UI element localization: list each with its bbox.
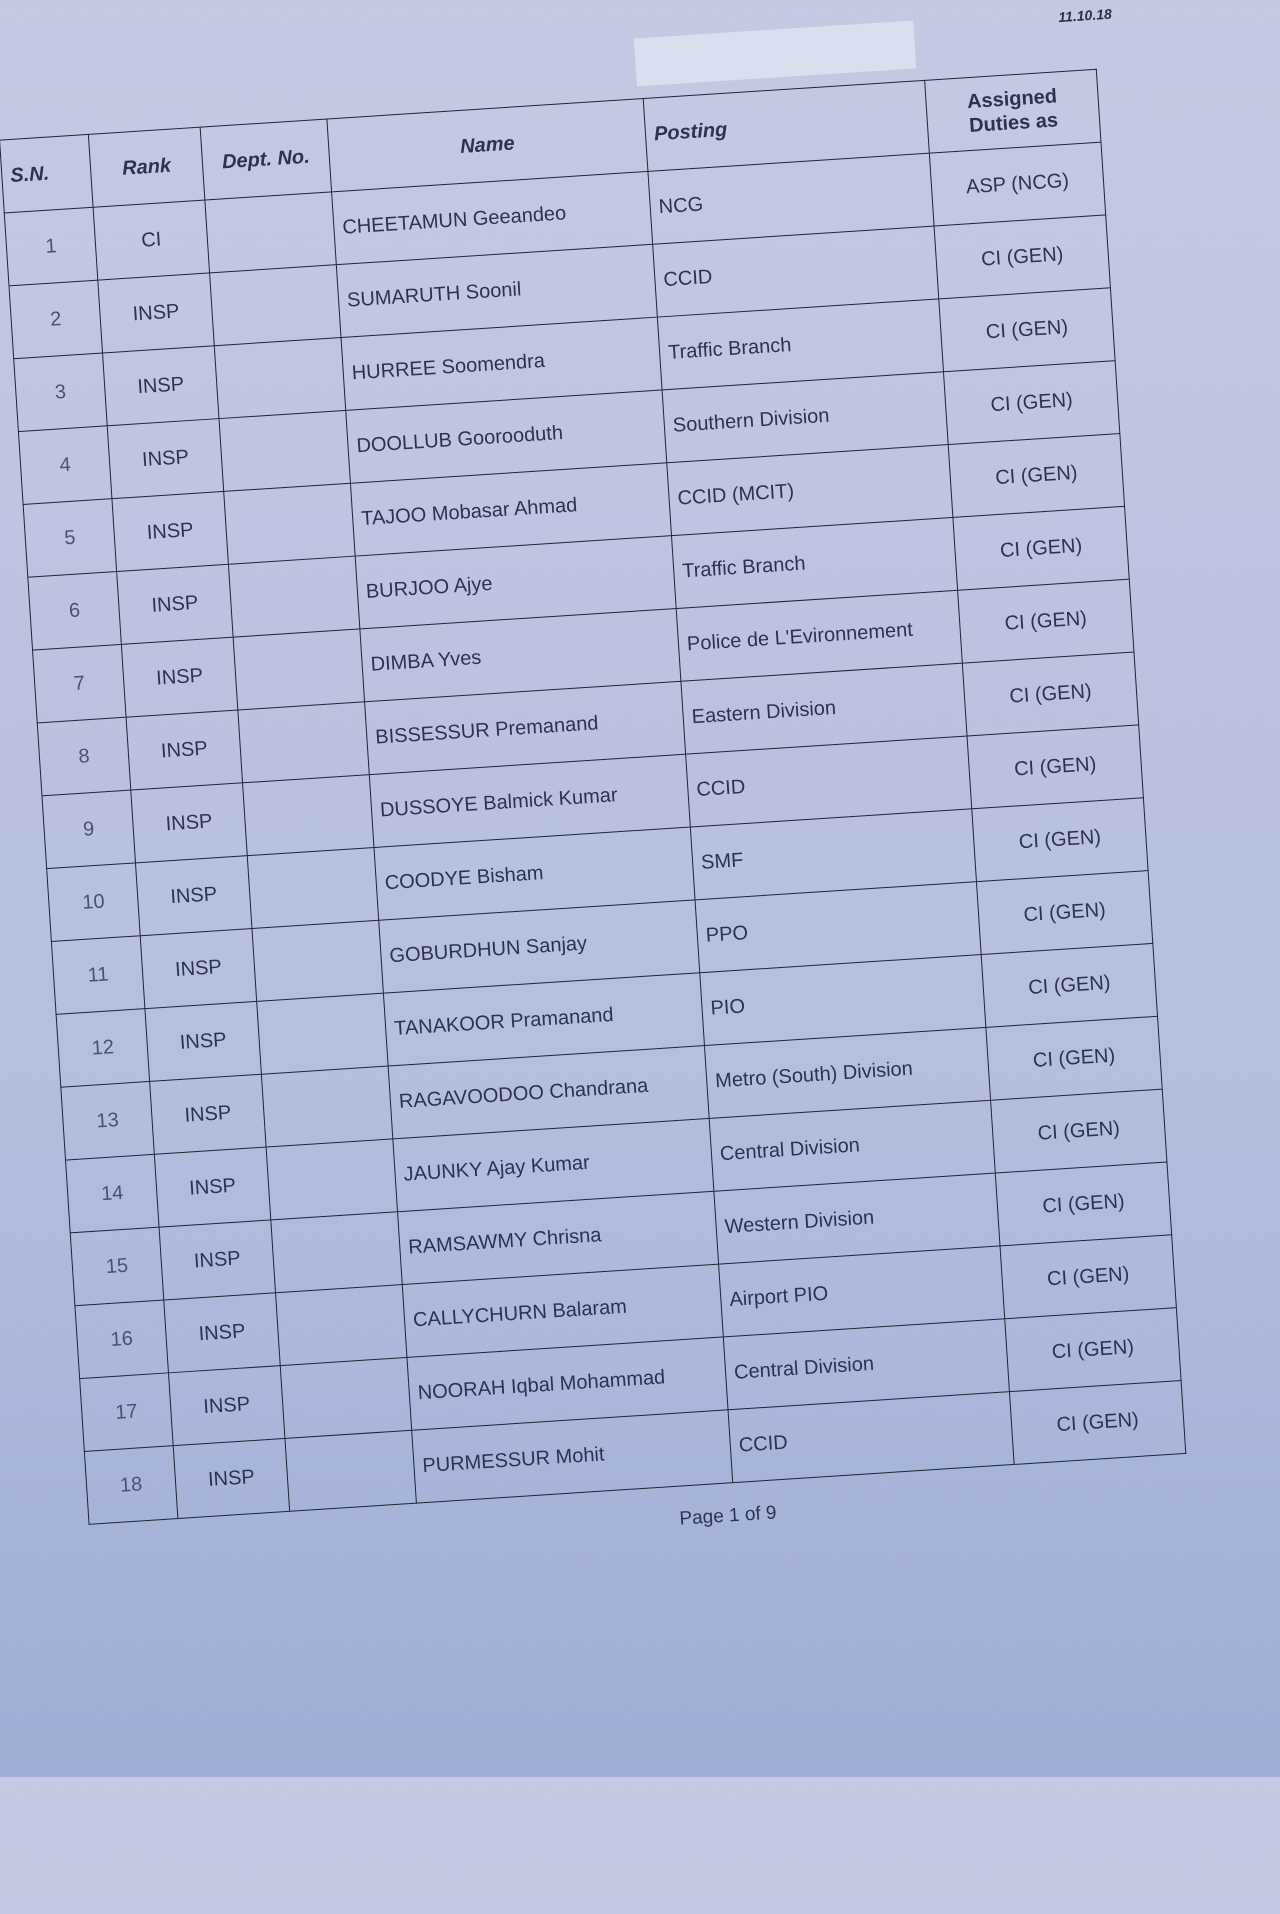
cell-duty: CI (GEN) bbox=[976, 870, 1153, 955]
cell-dept bbox=[218, 410, 351, 492]
cell-dept bbox=[228, 556, 360, 638]
cell-dept bbox=[204, 191, 337, 273]
cell-rank: INSP bbox=[130, 782, 248, 863]
cell-sn: 18 bbox=[84, 1445, 178, 1525]
cell-dept bbox=[266, 1138, 398, 1220]
cell-duty: CI (GEN) bbox=[943, 360, 1120, 445]
cell-rank: INSP bbox=[107, 418, 224, 499]
cell-dept bbox=[251, 920, 384, 1002]
cell-dept bbox=[275, 1284, 407, 1366]
cell-duty: CI (GEN) bbox=[934, 214, 1111, 299]
header-dept-no: Dept. No. bbox=[200, 119, 332, 201]
cell-dept bbox=[261, 1066, 393, 1148]
cell-sn: 13 bbox=[60, 1081, 155, 1161]
cell-sn: 16 bbox=[74, 1299, 169, 1379]
cell-sn: 5 bbox=[23, 498, 117, 578]
cell-duty: CI (GEN) bbox=[957, 579, 1134, 664]
document-page: 11.10.18 S.N. Rank Dept. No. Name Postin… bbox=[0, 6, 1280, 1914]
cell-duty: CI (GEN) bbox=[1004, 1307, 1182, 1392]
cell-duty: CI (GEN) bbox=[981, 943, 1158, 1028]
header-rank: Rank bbox=[88, 127, 205, 208]
cell-rank: INSP bbox=[149, 1074, 267, 1155]
cell-rank: INSP bbox=[144, 1001, 262, 1082]
cell-dept bbox=[237, 701, 370, 783]
cell-rank: INSP bbox=[97, 272, 215, 353]
cell-duty: ASP (NCG) bbox=[929, 142, 1106, 227]
cell-sn: 14 bbox=[65, 1154, 160, 1233]
cell-dept bbox=[233, 628, 365, 710]
cell-rank: INSP bbox=[111, 491, 229, 572]
cell-sn: 7 bbox=[32, 644, 127, 723]
cell-rank: INSP bbox=[135, 855, 252, 936]
cell-rank: INSP bbox=[102, 345, 219, 426]
cell-sn: 10 bbox=[46, 862, 141, 942]
cell-duty: CI (GEN) bbox=[985, 1016, 1163, 1101]
cell-rank: INSP bbox=[116, 564, 234, 645]
cell-rank: INSP bbox=[126, 709, 243, 791]
cell-rank: INSP bbox=[168, 1365, 285, 1446]
header-sn: S.N. bbox=[0, 134, 94, 214]
cell-sn: 15 bbox=[70, 1227, 164, 1306]
document-date: 11.10.18 bbox=[1057, 5, 1113, 26]
cell-sn: 17 bbox=[79, 1372, 174, 1452]
cell-dept bbox=[256, 993, 389, 1075]
cell-dept bbox=[242, 774, 374, 856]
cell-rank: INSP bbox=[140, 928, 257, 1009]
cell-rank: INSP bbox=[121, 637, 238, 718]
cell-rank: CI bbox=[93, 200, 210, 281]
cell-duty: CI (GEN) bbox=[971, 797, 1149, 882]
cell-dept bbox=[280, 1357, 412, 1439]
cell-sn: 6 bbox=[27, 571, 122, 651]
cell-dept bbox=[284, 1430, 417, 1512]
cell-dept bbox=[209, 264, 342, 346]
redacted-area bbox=[633, 20, 917, 87]
cell-duty: CI (GEN) bbox=[938, 287, 1116, 372]
duty-table: S.N. Rank Dept. No. Name Posting Assigne… bbox=[0, 69, 1186, 1525]
cell-rank: INSP bbox=[173, 1438, 290, 1519]
cell-dept bbox=[214, 337, 346, 419]
cell-duty: CI (GEN) bbox=[962, 652, 1139, 736]
cell-sn: 9 bbox=[41, 790, 136, 869]
cell-rank: INSP bbox=[163, 1292, 281, 1373]
cell-duty: CI (GEN) bbox=[990, 1089, 1167, 1174]
cell-dept bbox=[223, 483, 356, 565]
cell-duty: CI (GEN) bbox=[995, 1161, 1172, 1246]
cell-duty: CI (GEN) bbox=[952, 506, 1130, 591]
cell-dept bbox=[247, 847, 379, 929]
cell-sn: 12 bbox=[56, 1008, 150, 1088]
cell-sn: 4 bbox=[18, 425, 112, 505]
cell-duty: CI (GEN) bbox=[1000, 1234, 1177, 1319]
cell-rank: INSP bbox=[159, 1219, 276, 1300]
cell-duty: CI (GEN) bbox=[1009, 1380, 1186, 1465]
cell-sn: 1 bbox=[4, 207, 98, 286]
cell-duty: CI (GEN) bbox=[967, 724, 1144, 809]
cell-dept bbox=[270, 1211, 403, 1293]
cell-rank: INSP bbox=[154, 1147, 271, 1228]
header-assigned-duties: Assigned Duties as bbox=[924, 69, 1101, 154]
cell-duty: CI (GEN) bbox=[948, 433, 1125, 518]
cell-sn: 8 bbox=[37, 717, 131, 796]
page-number: Page 1 of 9 bbox=[678, 1502, 778, 1530]
cell-sn: 11 bbox=[51, 935, 145, 1015]
cell-sn: 3 bbox=[13, 352, 108, 432]
cell-sn: 2 bbox=[8, 280, 103, 359]
